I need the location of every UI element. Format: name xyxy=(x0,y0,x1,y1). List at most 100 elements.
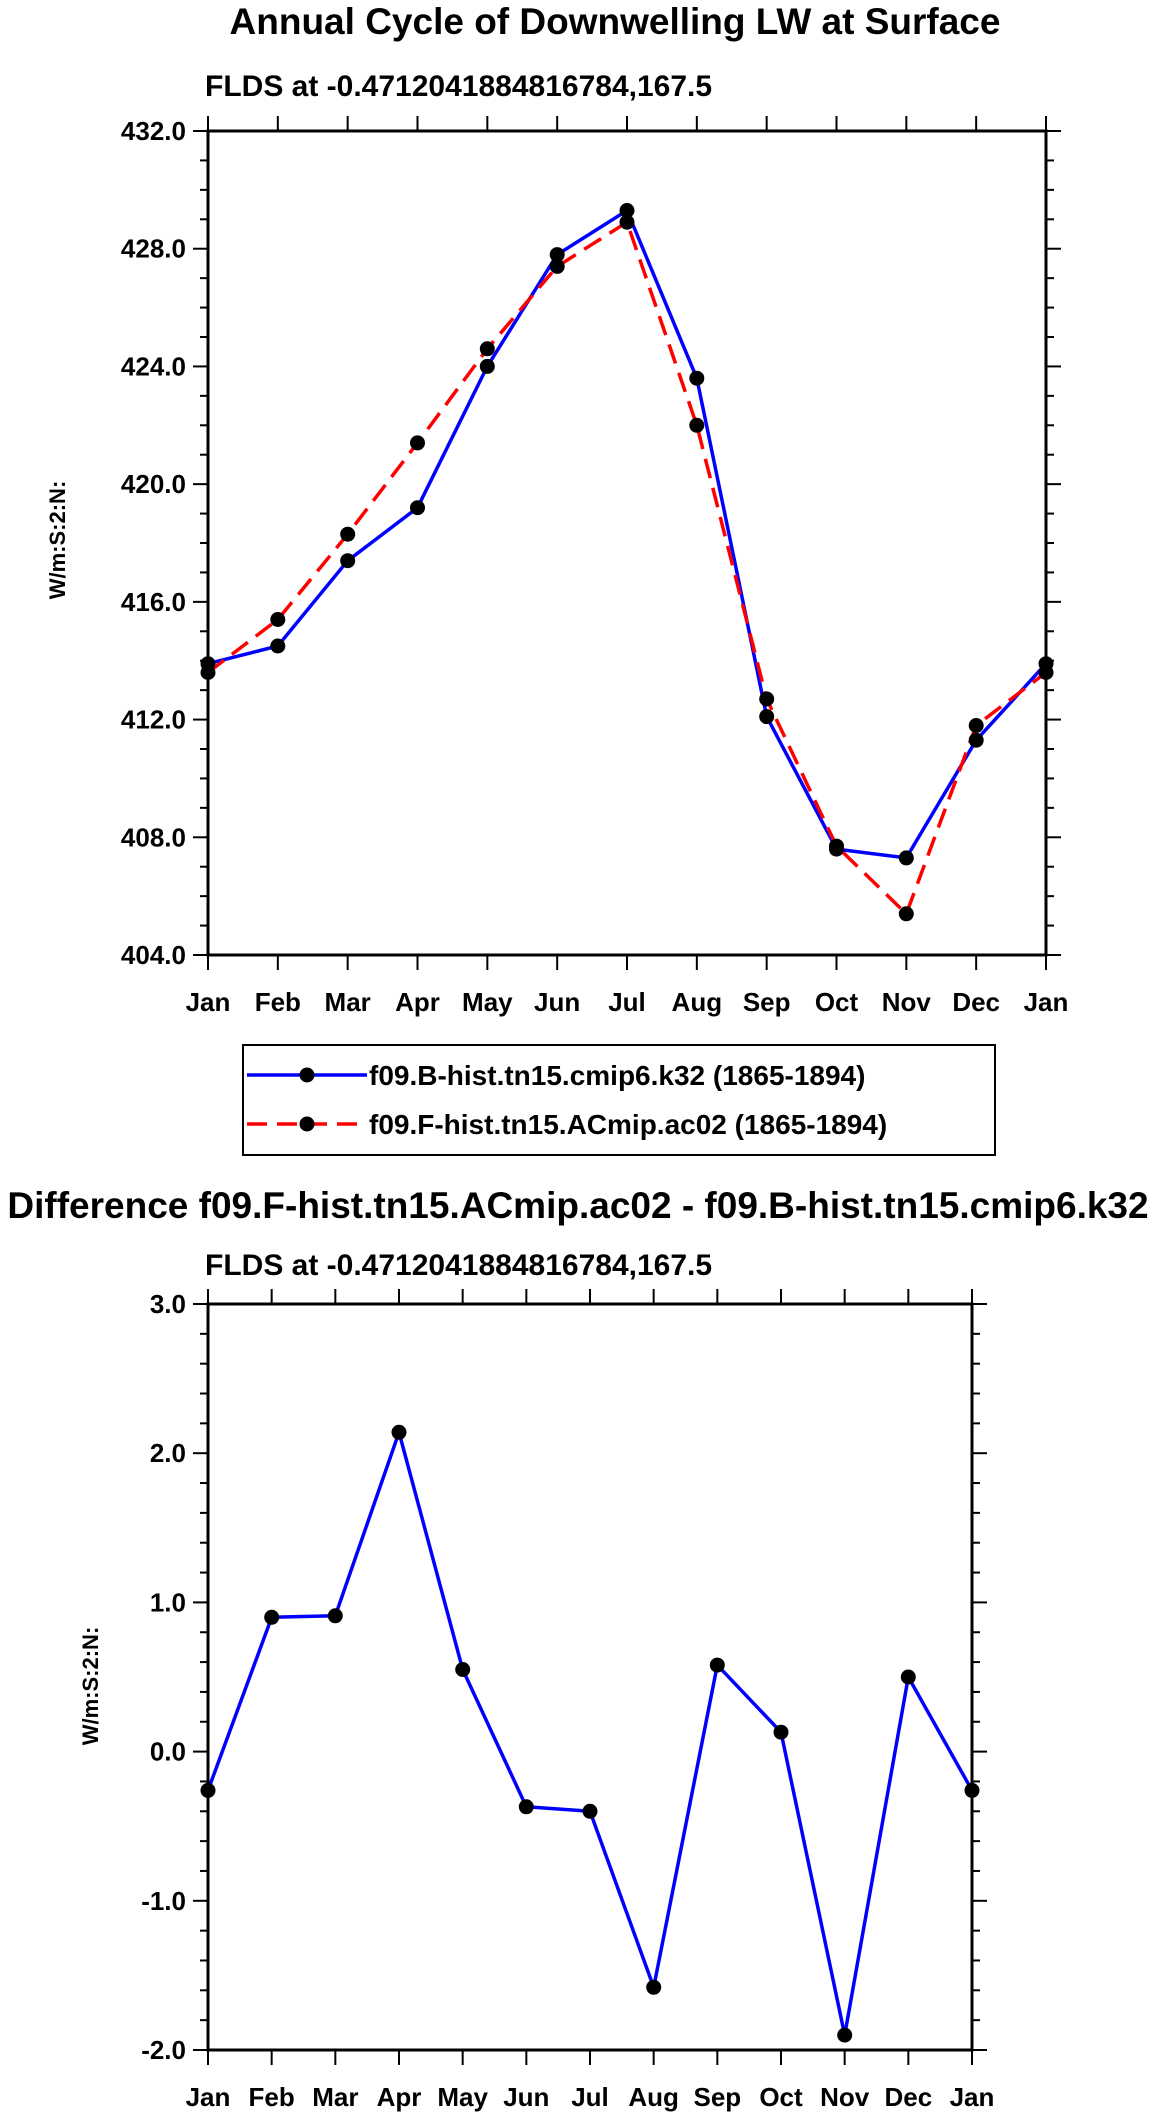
chart-subtitle: FLDS at -0.4712041884816784,167.5 xyxy=(205,70,712,103)
x-tick-label: Feb xyxy=(249,2082,295,2112)
x-tick-label: Aug xyxy=(672,987,723,1017)
data-point-0 xyxy=(619,203,635,218)
difference-y-axis-label: W/m:S:2:N: xyxy=(78,1627,103,1746)
data-point-0 xyxy=(898,850,914,866)
legend-item-f-hist: f09.F-hist.tn15.ACmip.ac02 (1865-1894) xyxy=(247,1109,887,1140)
series-group xyxy=(200,203,1054,922)
data-point-0 xyxy=(270,638,286,654)
y-tick-label: 3.0 xyxy=(150,1289,186,1319)
series-line-0 xyxy=(207,208,1048,860)
difference-chart-title: Difference f09.F-hist.tn15.ACmip.ac02 - … xyxy=(7,1185,1148,1226)
data-point-0 xyxy=(582,1803,598,1819)
x-tick-label: May xyxy=(462,987,513,1017)
y-tick-labels: -2.0 -1.0 0.0 1.0 2.0 3.0 xyxy=(141,1289,186,2065)
data-point-1 xyxy=(549,258,565,274)
legend-label-b-hist: f09.B-hist.tn15.cmip6.k32 (1865-1894) xyxy=(369,1060,865,1091)
tick-group xyxy=(193,1289,987,2065)
data-point-1 xyxy=(410,435,425,451)
y-tick-label: -1.0 xyxy=(141,1886,186,1916)
y-tick-label: 404.0 xyxy=(121,940,186,970)
y-tick-label: 0.0 xyxy=(150,1737,186,1767)
data-point-0 xyxy=(410,500,425,516)
data-point-0 xyxy=(773,1724,789,1740)
data-point-1 xyxy=(829,838,844,854)
data-point-1 xyxy=(270,612,286,627)
x-tick-label: Mar xyxy=(312,2082,358,2112)
difference-chart-subtitle: FLDS at -0.4712041884816784,167.5 xyxy=(205,1249,712,1282)
y-tick-label: 412.0 xyxy=(121,705,186,735)
annual-cycle-chart: Annual Cycle of Downwelling LW at Surfac… xyxy=(45,1,1068,1017)
data-point-1 xyxy=(340,526,356,542)
data-point-0 xyxy=(646,1979,662,1995)
y-tick-label: 428.0 xyxy=(121,234,186,264)
data-point-1 xyxy=(759,691,775,707)
series-line-1 xyxy=(206,220,1048,916)
data-point-1 xyxy=(968,718,984,733)
y-tick-label: 416.0 xyxy=(121,587,186,617)
x-tick-label: Apr xyxy=(395,987,440,1017)
data-point-0 xyxy=(900,1669,916,1685)
x-tick-label: Jan xyxy=(186,987,231,1017)
data-point-0 xyxy=(479,358,495,374)
difference-chart: Difference f09.F-hist.tn15.ACmip.ac02 - … xyxy=(7,1185,1148,2112)
y-tick-label: 420.0 xyxy=(121,469,186,499)
x-tick-label: Oct xyxy=(815,987,859,1017)
data-point-0 xyxy=(968,732,984,748)
x-tick-labels: Jan Feb Mar Apr May Jun Jul Aug Sep Oct Nov Dec Jan xyxy=(186,2082,995,2112)
x-tick-label: Jul xyxy=(608,987,646,1017)
y-tick-label: 432.0 xyxy=(121,116,186,146)
legend-marker-f-hist xyxy=(299,1116,315,1132)
data-point-0 xyxy=(340,553,356,569)
series-line-0 xyxy=(206,1430,974,2037)
y-tick-label: 2.0 xyxy=(150,1438,186,1468)
x-tick-label: Jun xyxy=(534,987,580,1017)
legend: f09.B-hist.tn15.cmip6.k32 (1865-1894) f0… xyxy=(242,1044,996,1156)
x-tick-label: Dec xyxy=(884,2082,932,2112)
data-point-0 xyxy=(518,1799,534,1815)
legend-label-f-hist: f09.F-hist.tn15.ACmip.ac02 (1865-1894) xyxy=(369,1109,887,1140)
data-point-0 xyxy=(264,1609,280,1625)
plot-frame xyxy=(206,129,1048,957)
legend-item-b-hist: f09.B-hist.tn15.cmip6.k32 (1865-1894) xyxy=(247,1060,865,1091)
x-tick-label: Jun xyxy=(503,2082,549,2112)
data-point-1 xyxy=(619,214,635,230)
x-tick-label: Sep xyxy=(693,2082,741,2112)
data-point-0 xyxy=(549,247,565,263)
tick-group xyxy=(193,116,1061,970)
data-point-0 xyxy=(455,1662,471,1677)
data-point-0 xyxy=(327,1608,343,1624)
x-tick-label: Aug xyxy=(628,2082,679,2112)
series-group xyxy=(200,1424,980,2043)
data-point-1 xyxy=(689,417,705,433)
x-tick-labels: Jan Feb Mar Apr May Jun Jul Aug Sep Oct Nov Dec Jan xyxy=(186,987,1069,1017)
data-point-0 xyxy=(759,709,775,725)
plot-frame xyxy=(206,1302,974,2052)
legend-box xyxy=(242,1044,996,1156)
data-point-1 xyxy=(479,341,495,357)
y-tick-label: -2.0 xyxy=(141,2035,186,2065)
x-tick-label: Jan xyxy=(950,2082,995,2112)
y-axis-label: W/m:S:2:N: xyxy=(45,481,70,600)
y-tick-label: 424.0 xyxy=(121,351,186,381)
y-tick-label: 408.0 xyxy=(121,822,186,852)
x-tick-label: Jan xyxy=(186,2082,231,2112)
x-tick-label: May xyxy=(437,2082,488,2112)
data-point-0 xyxy=(391,1424,407,1440)
x-tick-label: Oct xyxy=(759,2082,803,2112)
x-tick-label: Jul xyxy=(571,2082,609,2112)
x-tick-label: Mar xyxy=(325,987,371,1017)
x-tick-label: Nov xyxy=(820,2082,870,2112)
data-point-0 xyxy=(837,2027,853,2043)
y-tick-label: 1.0 xyxy=(150,1587,186,1617)
x-tick-label: Sep xyxy=(743,987,791,1017)
x-tick-label: Nov xyxy=(882,987,932,1017)
x-tick-label: Jan xyxy=(1024,987,1069,1017)
x-tick-label: Apr xyxy=(377,2082,422,2112)
chart-title: Annual Cycle of Downwelling LW at Surfac… xyxy=(230,1,1001,42)
data-point-0 xyxy=(709,1657,725,1673)
legend-marker-b-hist xyxy=(299,1067,315,1083)
y-tick-labels: 404.0 408.0 412.0 416.0 420.0 424.0 428.0 432.0 xyxy=(121,116,186,970)
x-tick-label: Dec xyxy=(952,987,1000,1017)
data-point-0 xyxy=(689,370,705,386)
